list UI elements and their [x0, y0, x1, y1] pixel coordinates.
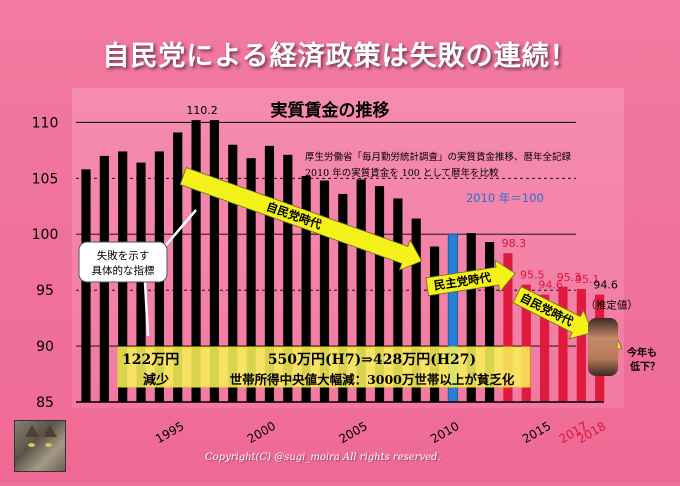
y-tick-105: 105	[32, 171, 59, 187]
bar-2009	[429, 246, 440, 402]
x-tick-1995: 1995	[153, 419, 186, 446]
bar-2008	[411, 218, 421, 402]
chart-title: 実質賃金の推移	[271, 100, 390, 121]
y-tick-110: 110	[32, 115, 59, 131]
data-label-2018: 94.6	[593, 279, 618, 292]
copyright-text: Copyright(C) @sugi_moira All rights rese…	[205, 452, 441, 463]
data-label-2013: 98.3	[502, 237, 527, 250]
bar-2000	[264, 145, 275, 402]
data-label-2016: 95.3	[557, 271, 582, 284]
data-label-2015: 94.6	[538, 279, 563, 292]
bar-2014	[521, 284, 531, 402]
data-label-2017: 95.1	[575, 273, 600, 286]
era-arrow-shape-2	[425, 259, 516, 297]
bar-2011	[466, 233, 476, 402]
bar-1990	[81, 169, 91, 402]
side-note-line-1: 今年も	[626, 346, 657, 359]
x-tick-2005: 2005	[336, 419, 369, 446]
income-comparison: 550万円(H7)⇒428万円(H27)	[268, 352, 476, 368]
era-arrow-shape-1	[179, 167, 423, 271]
cat-ear-right	[43, 425, 57, 437]
side-note-line-2: 低下？	[629, 360, 660, 373]
callout-line-2: 具体的な指標	[92, 264, 155, 277]
income-drop-amount: 122万円	[122, 352, 179, 368]
callout-pointer-1	[143, 281, 150, 337]
page-title: 自民党による経済政策は失敗の連続！	[102, 41, 578, 72]
x-tick-2015: 2015	[520, 419, 553, 446]
bar-1995	[173, 132, 183, 402]
base-year-label: 2010 年＝100	[466, 191, 544, 205]
bar-1998	[228, 144, 238, 403]
bar-2017	[576, 289, 586, 402]
income-drop-word: 減少	[143, 372, 169, 388]
person-photo	[588, 318, 618, 376]
bottom-highlight-box: 122万円 減少 550万円(H7)⇒428万円(H27) 世帯所得中央値大幅減…	[117, 346, 531, 388]
x-tick-2000: 2000	[245, 419, 278, 446]
data-label-2014: 95.5	[520, 269, 545, 282]
y-tick-100: 100	[32, 227, 59, 243]
bar-2007	[393, 198, 403, 402]
bar-2001	[283, 154, 293, 402]
bar-2015	[540, 294, 550, 402]
bar-2013	[503, 253, 513, 402]
source-note-line-1: 厚生労働省「毎月勤労統計調査」の実質賃金推移、暦年全記録	[305, 151, 572, 163]
bar-1997	[209, 120, 219, 402]
y-tick-85: 85	[36, 395, 54, 411]
callout-line-1: 失敗を示す	[97, 249, 150, 262]
cat-eye-left	[28, 443, 35, 447]
cat-avatar	[14, 420, 66, 472]
y-tick-95: 95	[36, 283, 54, 299]
y-tick-90: 90	[36, 339, 54, 355]
callout-pointer-2	[159, 209, 197, 253]
era-arrow-shape-3	[512, 286, 593, 340]
data-label-1996: 110.2	[186, 104, 218, 117]
source-note-line-2: 2010 年の実質賃金を 100 として暦年を比較	[305, 167, 499, 179]
bar-2012	[485, 242, 495, 402]
bar-2005	[356, 179, 366, 402]
callout: 失敗を示す 具体的な指標	[78, 209, 197, 337]
bar-2002	[301, 176, 311, 402]
income-summary: 世帯所得中央値大幅減：3000万世帯以上が貧乏化	[230, 372, 515, 387]
cat-eye-right	[45, 443, 52, 447]
highlight-box	[117, 346, 531, 388]
bar-2003	[319, 180, 330, 402]
bar-1999	[246, 158, 256, 402]
era-arrow-2: 民主党時代	[425, 259, 516, 297]
estimate-label: （推定値）	[585, 299, 638, 312]
cat-ear-left	[25, 425, 39, 437]
bar-1996	[191, 120, 201, 402]
bar-2016	[558, 286, 568, 402]
bar-2006	[374, 186, 385, 402]
x-tick-2010: 2010	[428, 419, 461, 446]
callout-box	[78, 241, 168, 283]
bar-2004	[338, 193, 348, 402]
